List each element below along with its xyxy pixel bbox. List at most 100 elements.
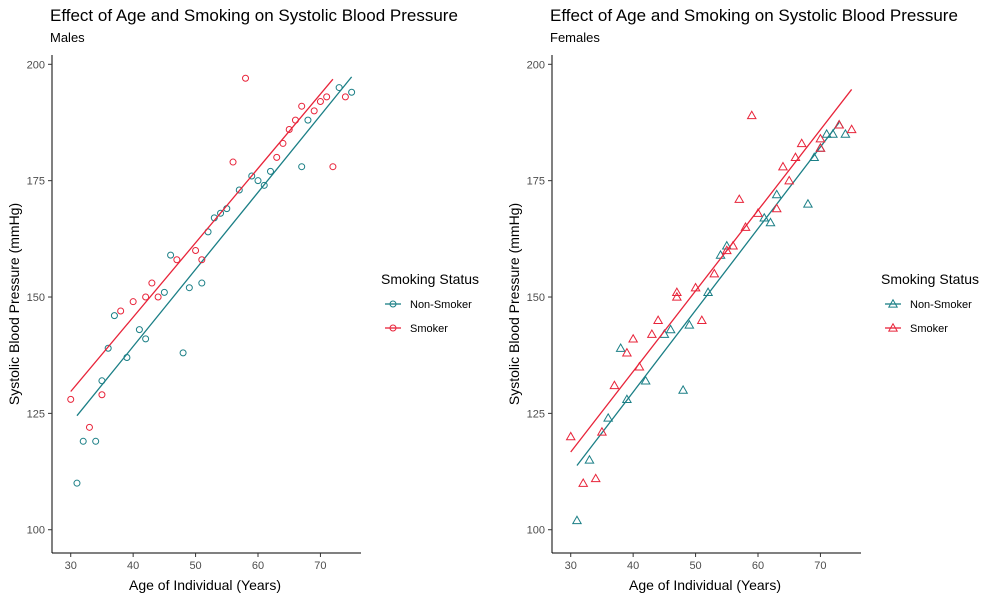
legend-key-marker-smoker (887, 322, 899, 332)
data-point-smoker (596, 426, 608, 436)
data-point-smoker (154, 293, 162, 301)
data-point-non-smoker (684, 319, 695, 329)
x-axis-title: Age of Individual (Years) (129, 577, 281, 593)
data-point-non-smoker (167, 251, 175, 259)
data-point-non-smoker (621, 394, 632, 404)
data-point-non-smoker (235, 186, 243, 194)
data-point-smoker (142, 293, 150, 301)
y-axis-title: Systolic Blood Pressure (mmHg) (506, 203, 522, 405)
y-tick-label: 125 (527, 408, 545, 420)
legend-label-smoker: Smoker (910, 323, 948, 335)
chart-title: Effect of Age and Smoking on Systolic Bl… (550, 6, 958, 25)
data-point-smoker (621, 347, 632, 357)
data-point-smoker (590, 473, 601, 483)
data-point-smoker (796, 138, 807, 148)
data-point-non-smoker (571, 515, 583, 525)
data-point-smoker (273, 153, 281, 161)
plot-area: 30 40 50 60 70 100 125 150 175 200 (527, 55, 861, 572)
data-point-non-smoker (771, 189, 782, 199)
data-point-non-smoker (603, 412, 614, 422)
trend-line-non-smoker (576, 122, 840, 466)
y-tick-label: 100 (27, 525, 45, 537)
data-point-non-smoker (266, 167, 274, 175)
legend-label-non-smoker: Non-Smoker (910, 299, 972, 311)
data-point-non-smoker (615, 343, 626, 352)
data-point-smoker (173, 256, 181, 264)
data-point-smoker (279, 139, 287, 147)
data-point-smoker (771, 203, 782, 213)
data-point-non-smoker (92, 437, 100, 445)
data-point-smoker (696, 315, 707, 324)
y-tick-label: 200 (527, 59, 545, 71)
x-tick-label: 70 (314, 560, 326, 572)
data-point-non-smoker (298, 163, 306, 171)
data-point-smoker (609, 380, 620, 390)
data-point-smoker (653, 315, 664, 324)
data-point-smoker (323, 93, 331, 101)
data-point-smoker (815, 142, 826, 152)
trend-line-smoker (70, 78, 334, 392)
data-point-smoker (815, 133, 826, 143)
data-point-non-smoker (640, 375, 651, 385)
data-point-smoker (734, 194, 745, 203)
data-point-smoker (117, 307, 125, 315)
data-point-smoker (746, 110, 757, 120)
y-tick-label: 125 (27, 408, 45, 420)
data-point-smoker (578, 477, 589, 487)
legend-key-marker-non-smoker (887, 298, 899, 308)
data-point-smoker (310, 107, 318, 115)
data-point-non-smoker (104, 344, 112, 352)
x-axis-title: Age of Individual (Years) (629, 577, 781, 593)
data-point-non-smoker (678, 384, 689, 394)
data-point-non-smoker (765, 217, 776, 227)
x-tick-label: 40 (127, 560, 139, 572)
y-tick-label: 150 (527, 292, 545, 304)
data-point-smoker (198, 256, 206, 264)
data-point-smoker (790, 152, 801, 162)
data-point-non-smoker (840, 128, 851, 138)
x-tick-label: 30 (565, 560, 577, 572)
data-point-smoker (709, 268, 720, 278)
data-point-smoker (316, 98, 324, 106)
data-point-non-smoker (135, 326, 143, 334)
data-point-smoker (298, 102, 306, 110)
data-point-smoker (129, 298, 137, 306)
data-point-smoker (646, 329, 657, 338)
data-point-non-smoker (348, 88, 356, 96)
data-point-smoker (777, 161, 789, 171)
data-point-smoker (721, 245, 732, 255)
data-point-smoker (98, 391, 106, 399)
legend-key-marker-smoker (389, 324, 397, 332)
x-tick-label: 50 (689, 560, 701, 572)
data-point-smoker (834, 119, 845, 129)
data-point-smoker (846, 124, 857, 134)
x-tick-label: 50 (189, 560, 201, 572)
data-point-non-smoker (802, 198, 814, 208)
legend-key-marker-non-smoker (389, 300, 397, 308)
data-point-non-smoker (821, 128, 832, 138)
legend: Smoking Status Non-Smoker Smoker (881, 271, 979, 335)
plot-area: 30 40 50 60 70 100 125 150 175 200 (27, 55, 361, 572)
legend-title: Smoking Status (881, 271, 979, 287)
x-tick-label: 60 (752, 560, 764, 572)
data-point-non-smoker (79, 437, 87, 445)
data-point-non-smoker (198, 279, 206, 287)
males-panel: Effect of Age and Smoking on Systolic Bl… (6, 6, 479, 593)
data-point-non-smoker (248, 172, 256, 180)
data-point-smoker (671, 291, 682, 301)
data-point-non-smoker (110, 312, 118, 320)
data-point-non-smoker (142, 335, 150, 343)
data-point-smoker (229, 158, 237, 166)
data-point-smoker (85, 423, 93, 431)
y-tick-label: 100 (527, 525, 545, 537)
data-point-non-smoker (185, 284, 193, 292)
y-axis-title: Systolic Blood Pressure (mmHg) (6, 203, 22, 405)
data-point-smoker (148, 279, 156, 287)
x-tick-label: 70 (814, 560, 826, 572)
data-point-non-smoker (254, 177, 262, 185)
y-tick-label: 200 (27, 59, 45, 71)
legend-title: Smoking Status (381, 271, 479, 287)
data-point-smoker (67, 395, 75, 403)
data-point-non-smoker (179, 349, 187, 357)
trend-line-non-smoker (76, 76, 353, 417)
